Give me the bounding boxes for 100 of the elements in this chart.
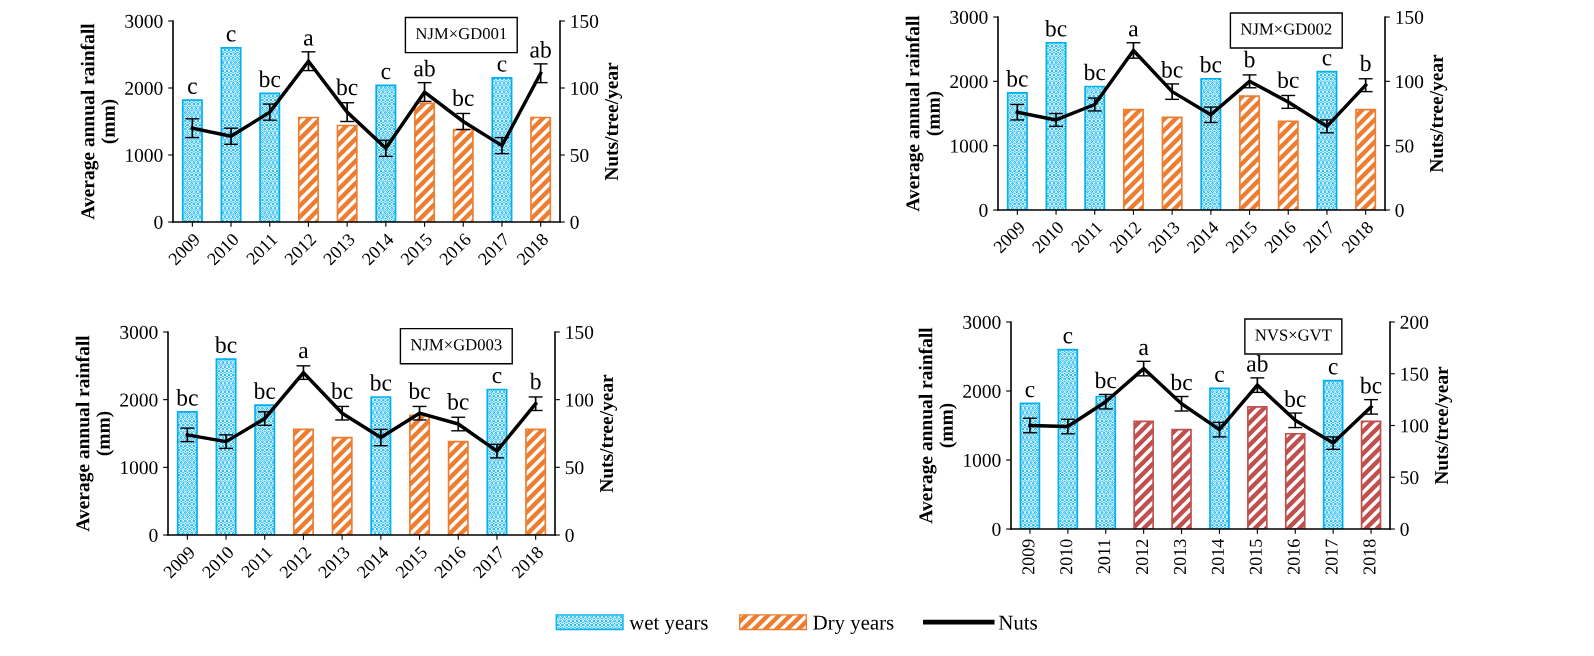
bar (447, 440, 469, 535)
bar (530, 116, 552, 222)
bar (1360, 420, 1382, 529)
annotation: bc (336, 78, 358, 96)
y-tick-label: 0 (154, 215, 163, 229)
bar (254, 404, 276, 535)
bar (176, 411, 198, 535)
bar (491, 77, 513, 222)
bar (1355, 108, 1377, 210)
chart-title: NJM×GD001 (415, 27, 507, 40)
annotation: b (1243, 50, 1255, 68)
bar (331, 436, 353, 535)
annotation: c (188, 82, 197, 94)
annotation: b (1359, 54, 1371, 72)
y-tick-label: 2000 (120, 393, 158, 407)
y2-tick-label: 0 (570, 215, 579, 229)
bar (1247, 406, 1268, 529)
bar (292, 428, 314, 535)
annotation: c (226, 30, 236, 42)
bar (1122, 108, 1144, 210)
y-axis-title: Average annual rainfall (mm) (75, 335, 114, 532)
y2-tick-label: 150 (566, 325, 594, 339)
legend-label: Dry years (813, 615, 894, 634)
x-tick-label: 2018 (1363, 539, 1376, 575)
annotation: a (1129, 25, 1139, 37)
x-tick-label: 2015 (1249, 539, 1262, 575)
y-tick-label: 3000 (963, 315, 1001, 329)
y2-tick-label: 150 (571, 14, 599, 28)
annotation: c (1328, 363, 1338, 375)
bar (181, 99, 203, 222)
annotation: bc (176, 389, 198, 406)
annotation: bc (1170, 373, 1192, 391)
x-tick-label: 2011 (1098, 539, 1111, 574)
annotation: bc (1359, 376, 1382, 394)
y2-tick-label: 0 (1395, 203, 1404, 217)
bar (1161, 116, 1183, 210)
bar (1006, 92, 1028, 210)
bar (220, 46, 242, 222)
bar (1322, 379, 1344, 529)
x-tick-label: 2011 (1070, 220, 1103, 254)
bar (1316, 70, 1338, 210)
y2-tick-label: 50 (570, 148, 589, 162)
bar (259, 92, 281, 222)
y-tick-label: 0 (992, 522, 1001, 536)
y-tick-label: 3000 (950, 10, 988, 24)
annotation: bc (258, 70, 281, 88)
annotation: bc (452, 89, 474, 106)
bar (409, 414, 431, 535)
annotation: bc (1083, 63, 1106, 81)
y-tick-label: 2000 (950, 75, 988, 89)
y-axis-title: Average annual rainfall (mm) (918, 327, 957, 524)
bar (1045, 41, 1067, 210)
y-tick-label: 1000 (951, 139, 988, 153)
annotation: bc (1199, 55, 1222, 73)
x-tick-label: 2017 (1325, 539, 1338, 575)
chart-title: NJM×GD002 (1240, 23, 1332, 35)
bar (452, 128, 474, 222)
y-tick-label: 0 (149, 528, 158, 542)
annotation: bc (253, 382, 276, 399)
annotation: ab (1247, 355, 1268, 372)
legend-label: wet years (629, 617, 708, 634)
bar (1057, 348, 1079, 529)
annotation: c (381, 67, 391, 80)
annotation: ab (414, 59, 435, 77)
annotation: ab (530, 41, 551, 58)
bar (297, 116, 319, 222)
x-tick-label: 2016 (1287, 539, 1300, 575)
legend-label: Nuts (998, 615, 1037, 630)
x-tick-label: 2011 (245, 232, 278, 266)
annotation: a (304, 34, 314, 46)
bar (525, 428, 547, 535)
annotation: c (1063, 332, 1073, 344)
y2-tick-label: 50 (1400, 471, 1419, 485)
annotation: c (1215, 370, 1224, 383)
y-tick-label: 1000 (964, 453, 1001, 467)
annotation: bc (408, 382, 430, 399)
annotation: bc (1277, 71, 1299, 89)
y2-tick-label: 150 (1401, 367, 1429, 381)
y-axis-title: Average annual rainfall (mm) (80, 23, 119, 220)
bar (375, 84, 397, 222)
y2-tick-label: 100 (1396, 75, 1424, 89)
y-tick-label: 1000 (126, 148, 163, 162)
bar (1095, 395, 1117, 529)
y2-tick-label: 100 (1401, 419, 1429, 433)
bar (1277, 120, 1299, 210)
annotation: bc (1161, 61, 1183, 78)
x-tick-label: 2013 (1173, 539, 1187, 575)
annotation: a (1139, 343, 1149, 356)
annotation: a (299, 346, 309, 359)
y-tick-label: 2000 (125, 81, 163, 95)
y-tick-label: 0 (979, 203, 988, 217)
bar (1171, 428, 1192, 529)
y2-axis-title: Nuts/tree/year (1430, 54, 1448, 173)
y2-tick-label: 50 (1395, 139, 1414, 153)
y2-tick-label: 0 (1400, 522, 1409, 536)
annotation: c (497, 60, 507, 72)
annotation: bc (1094, 371, 1117, 389)
bar (215, 358, 237, 535)
annotation: bc (369, 374, 392, 391)
y-tick-label: 3000 (125, 14, 163, 28)
